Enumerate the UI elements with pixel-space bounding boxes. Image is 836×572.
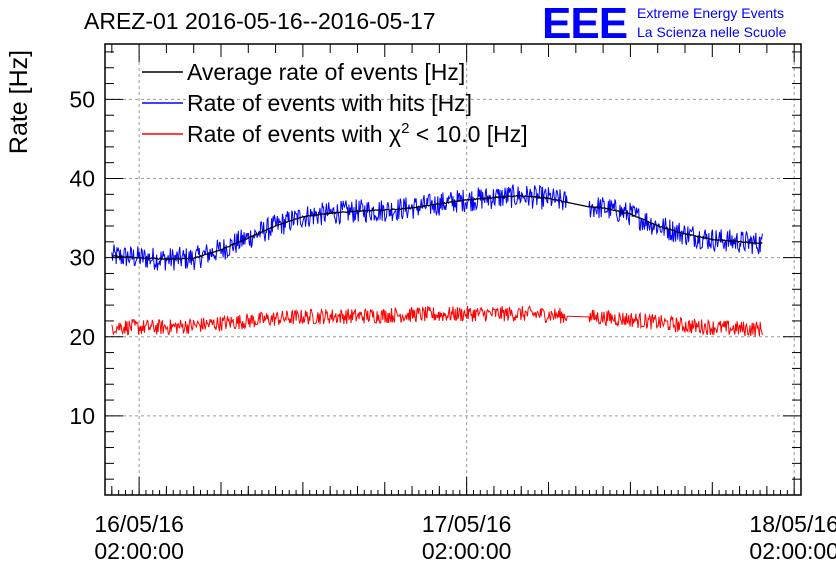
series-layer	[111, 184, 763, 337]
logo-line-2: La Scienza nelle Scuole	[637, 24, 787, 40]
series-line-0	[111, 194, 763, 261]
series-line-1	[111, 184, 763, 271]
legend: Average rate of events [Hz] Rate of event…	[142, 59, 528, 147]
series-line-2	[111, 304, 763, 337]
x-tick-time-label: 02:00:00	[94, 538, 184, 564]
legend-entry: Average rate of events [Hz]	[187, 59, 465, 85]
plot-frame	[104, 43, 802, 496]
y-tick-label: 40	[69, 166, 95, 192]
eee-logo: EEE	[542, 0, 628, 48]
y-axis-label: Rate [Hz]	[5, 50, 33, 154]
y-tick-label: 20	[69, 324, 95, 350]
x-tick-date-label: 18/05/16	[749, 511, 836, 537]
x-tick-date-label: 17/05/16	[422, 511, 512, 537]
x-tick-time-label: 02:00:00	[422, 538, 512, 564]
x-tick-date-label: 16/05/16	[94, 511, 184, 537]
grid-lines	[105, 44, 801, 495]
chart-title: AREZ-01 2016-05-16--2016-05-17	[84, 8, 436, 34]
legend-entry: Rate of events with χ2 < 10.0 [Hz]	[187, 120, 528, 147]
legend-entry: Rate of events with hits [Hz]	[187, 90, 472, 116]
tick-labels: 102030405016/05/1602:00:0017/05/1602:00:…	[69, 86, 836, 564]
y-tick-label: 50	[69, 86, 95, 112]
logo-line-1: Extreme Energy Events	[637, 5, 785, 21]
x-tick-time-label: 02:00:00	[749, 538, 836, 564]
y-tick-label: 30	[69, 245, 95, 271]
y-tick-label: 10	[69, 403, 95, 429]
axis-ticks	[104, 44, 802, 496]
